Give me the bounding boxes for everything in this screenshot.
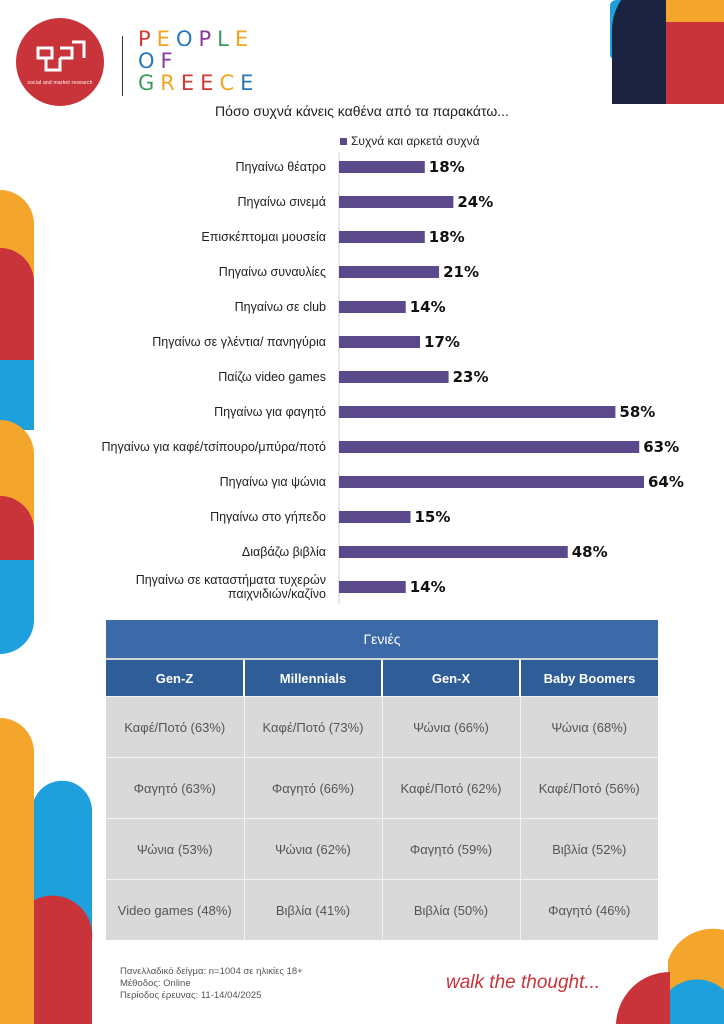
data-label: 14% <box>410 578 446 596</box>
data-label: 23% <box>453 368 489 386</box>
category-label: Πηγαίνω σε club <box>235 300 326 314</box>
legend-label: Συχνά και αρκετά συχνά <box>351 134 480 148</box>
bar <box>339 231 425 243</box>
table-cell: Φαγητό (66%) <box>244 757 383 819</box>
table-cell: Καφέ/Ποτό (56%) <box>520 757 658 819</box>
table-header-boomers: Baby Boomers <box>520 660 658 697</box>
bar <box>339 266 440 278</box>
bar <box>339 581 406 593</box>
logo-mark-icon <box>36 40 86 72</box>
data-label: 18% <box>429 158 465 176</box>
table-cell: Ψώνια (53%) <box>106 818 245 880</box>
table-row: Καφέ/Ποτό (63%) Καφέ/Ποτό (73%) Ψώνια (6… <box>106 696 658 758</box>
bar <box>339 511 411 523</box>
footnote-period: Περίοδος έρευνας: 11-14/04/2025 <box>120 990 262 1001</box>
logo-subtitle: social and market research <box>27 80 93 86</box>
data-label: 63% <box>643 438 679 456</box>
data-label: 15% <box>414 508 450 526</box>
footnotes: Πανελλαδικό δείγμα: n=1004 σε ηλικίες 18… <box>120 966 303 1002</box>
bar <box>339 161 425 173</box>
category-label: Πηγαίνω για φαγητό <box>214 405 326 419</box>
category-label: Επισκέπτομαι μουσεία <box>201 230 326 244</box>
bar <box>339 336 421 348</box>
category-label: Διαβάζω βιβλία <box>242 545 326 559</box>
slogan: walk the thought... <box>446 972 601 993</box>
bar <box>339 196 454 208</box>
table-cell: Video games (48%) <box>106 879 245 940</box>
bar <box>339 371 449 383</box>
logo-divider <box>122 36 123 96</box>
footnote-method: Μέθοδος: Online <box>120 978 191 989</box>
category-label: Πηγαίνω σινεμά <box>238 195 326 209</box>
table-cell: Καφέ/Ποτό (73%) <box>244 696 383 758</box>
table-cell: Βιβλία (41%) <box>244 879 383 940</box>
chart-legend: Συχνά και αρκετά συχνά <box>340 134 480 148</box>
bar <box>339 476 644 488</box>
brand-line-1: PEOPLE <box>138 27 255 51</box>
bar <box>339 546 568 558</box>
category-label: Πηγαίνω συναυλίες <box>219 265 326 279</box>
data-label: 64% <box>648 473 684 491</box>
table-title: Γενιές <box>106 620 658 658</box>
bar <box>339 441 640 453</box>
bar <box>339 406 616 418</box>
table-header-millennials: Millennials <box>244 660 383 697</box>
category-label: Πηγαίνω για καφέ/τσίπουρο/μπύρα/ποτό <box>101 440 326 454</box>
category-label: Πηγαίνω σε γλέντια/ πανηγύρια <box>152 335 326 349</box>
bar-chart: 18% Πηγαίνω θέατρο 24% Πηγαίνω σινεμά 18% Επι… <box>101 152 684 604</box>
data-label: 24% <box>457 193 493 211</box>
generations-table: Gen-Z Millennials Gen-X Baby Boomers Καφ… <box>106 660 658 940</box>
chart-title: Πόσο συχνά κάνεις καθένα από τα παρακάτω… <box>215 103 509 119</box>
bar <box>339 301 406 313</box>
table-cell: Φαγητό (63%) <box>106 757 245 819</box>
data-label: 48% <box>572 543 608 561</box>
category-label: Πηγαίνω για ψώνια <box>220 475 326 489</box>
data-label: 17% <box>424 333 460 351</box>
table-cell: Καφέ/Ποτό (63%) <box>106 696 245 758</box>
table-cell: Βιβλία (52%) <box>520 818 658 880</box>
category-label: Πηγαίνω στο γήπεδο <box>210 510 326 524</box>
brand-name: PEOPLE OF GREECE <box>138 28 259 94</box>
table-cell: Φαγητό (59%) <box>382 818 521 880</box>
brand-line-2: OF <box>138 49 179 73</box>
table-cell: Βιβλία (50%) <box>382 879 521 940</box>
data-label: 14% <box>410 298 446 316</box>
brand-logo: social and market research <box>16 18 104 106</box>
data-label: 18% <box>429 228 465 246</box>
table-row: Video games (48%) Βιβλία (41%) Βιβλία (5… <box>106 879 658 940</box>
brand-line-3: GREECE <box>138 71 260 95</box>
data-label: 58% <box>619 403 655 421</box>
table-cell: Ψώνια (62%) <box>244 818 383 880</box>
table-cell: Καφέ/Ποτό (62%) <box>382 757 521 819</box>
category-label: Πηγαίνω σε καταστήματα τυχερών παιχνιδιών… <box>136 573 326 601</box>
table-cell: Ψώνια (68%) <box>520 696 658 758</box>
table-row: Φαγητό (63%) Φαγητό (66%) Καφέ/Ποτό (62%… <box>106 757 658 819</box>
footnote-sample: Πανελλαδικό δείγμα: n=1004 σε ηλικίες 18… <box>120 966 303 977</box>
table-row: Ψώνια (53%) Ψώνια (62%) Φαγητό (59%) Βιβ… <box>106 818 658 880</box>
table-header-genz: Gen-Z <box>106 660 245 697</box>
table-cell: Φαγητό (46%) <box>520 879 658 940</box>
table-cell: Ψώνια (66%) <box>382 696 521 758</box>
category-label: Πηγαίνω θέατρο <box>236 160 327 174</box>
table-header-genx: Gen-X <box>382 660 521 697</box>
category-label: Παίζω video games <box>218 370 326 384</box>
legend-swatch <box>340 138 347 146</box>
data-label: 21% <box>443 263 479 281</box>
